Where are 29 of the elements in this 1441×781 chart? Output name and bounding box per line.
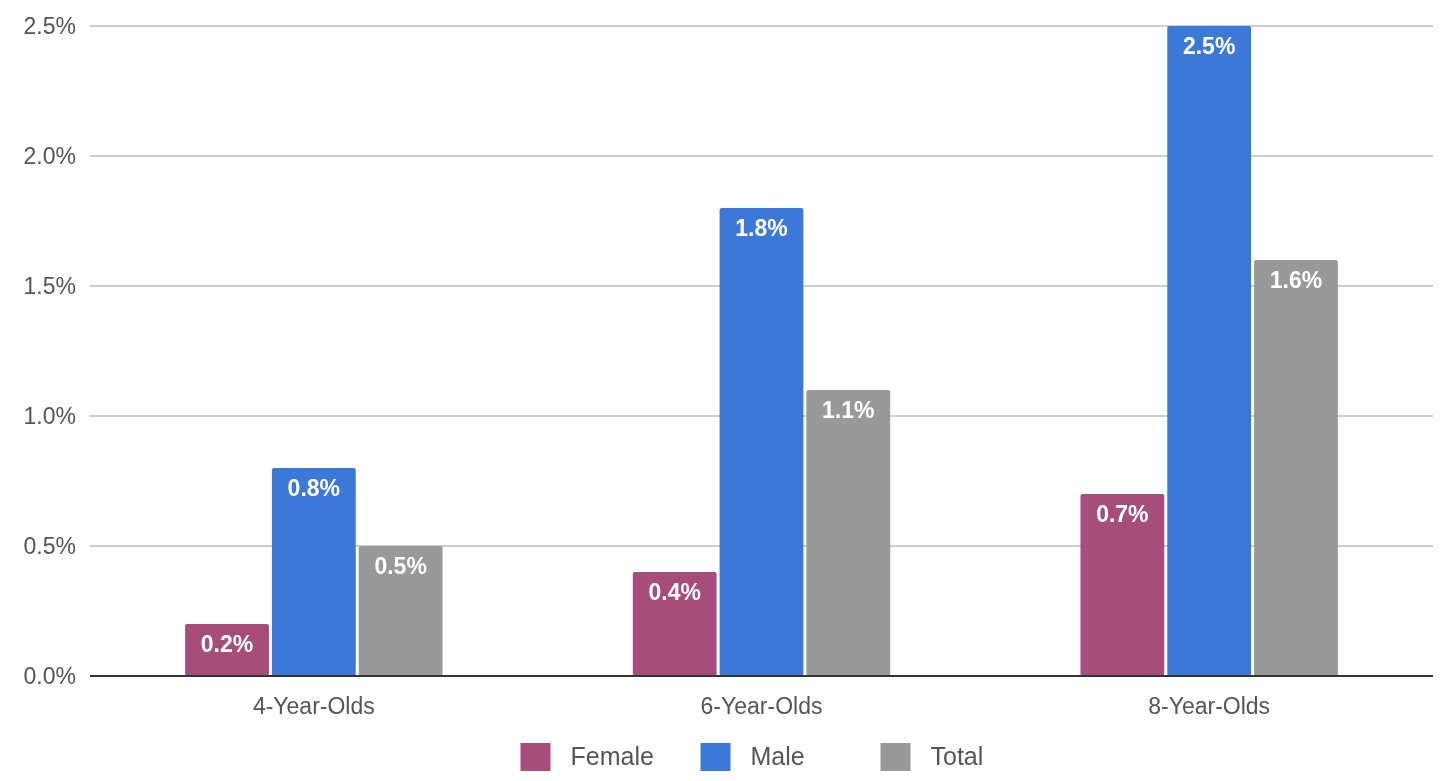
bar <box>271 468 356 676</box>
bar <box>358 546 443 676</box>
data-label: 0.5% <box>374 553 427 579</box>
bar <box>1254 260 1338 676</box>
x-tick-label: 4-Year-Olds <box>252 693 375 719</box>
bar <box>719 208 804 676</box>
y-tick-label: 0.5% <box>23 533 76 559</box>
bar <box>806 390 891 676</box>
data-label: 1.6% <box>1269 267 1323 293</box>
y-tick-label: 2.0% <box>23 143 76 169</box>
y-tick-label: 1.0% <box>23 403 76 429</box>
data-label: 1.1% <box>822 397 875 423</box>
data-label: 0.4% <box>648 579 701 605</box>
x-tick-label: 6-Year-Olds <box>700 693 823 719</box>
legend-label: Male <box>750 742 805 770</box>
y-tick-label: 1.5% <box>23 273 76 299</box>
bar <box>1167 26 1252 676</box>
data-label: 1.8% <box>735 215 788 241</box>
data-label: 0.7% <box>1096 501 1149 527</box>
legend-label: Total <box>930 742 984 770</box>
data-label: 2.5% <box>1182 33 1236 59</box>
data-label: 0.2% <box>200 631 254 657</box>
y-tick-label: 0.0% <box>23 663 76 689</box>
bar <box>632 572 717 676</box>
y-tick-label: 2.5% <box>23 13 76 39</box>
bar <box>1080 494 1165 676</box>
x-tick-label: 8-Year-Olds <box>1148 693 1271 719</box>
legend-label: Female <box>570 742 654 770</box>
data-label: 0.8% <box>287 475 341 501</box>
